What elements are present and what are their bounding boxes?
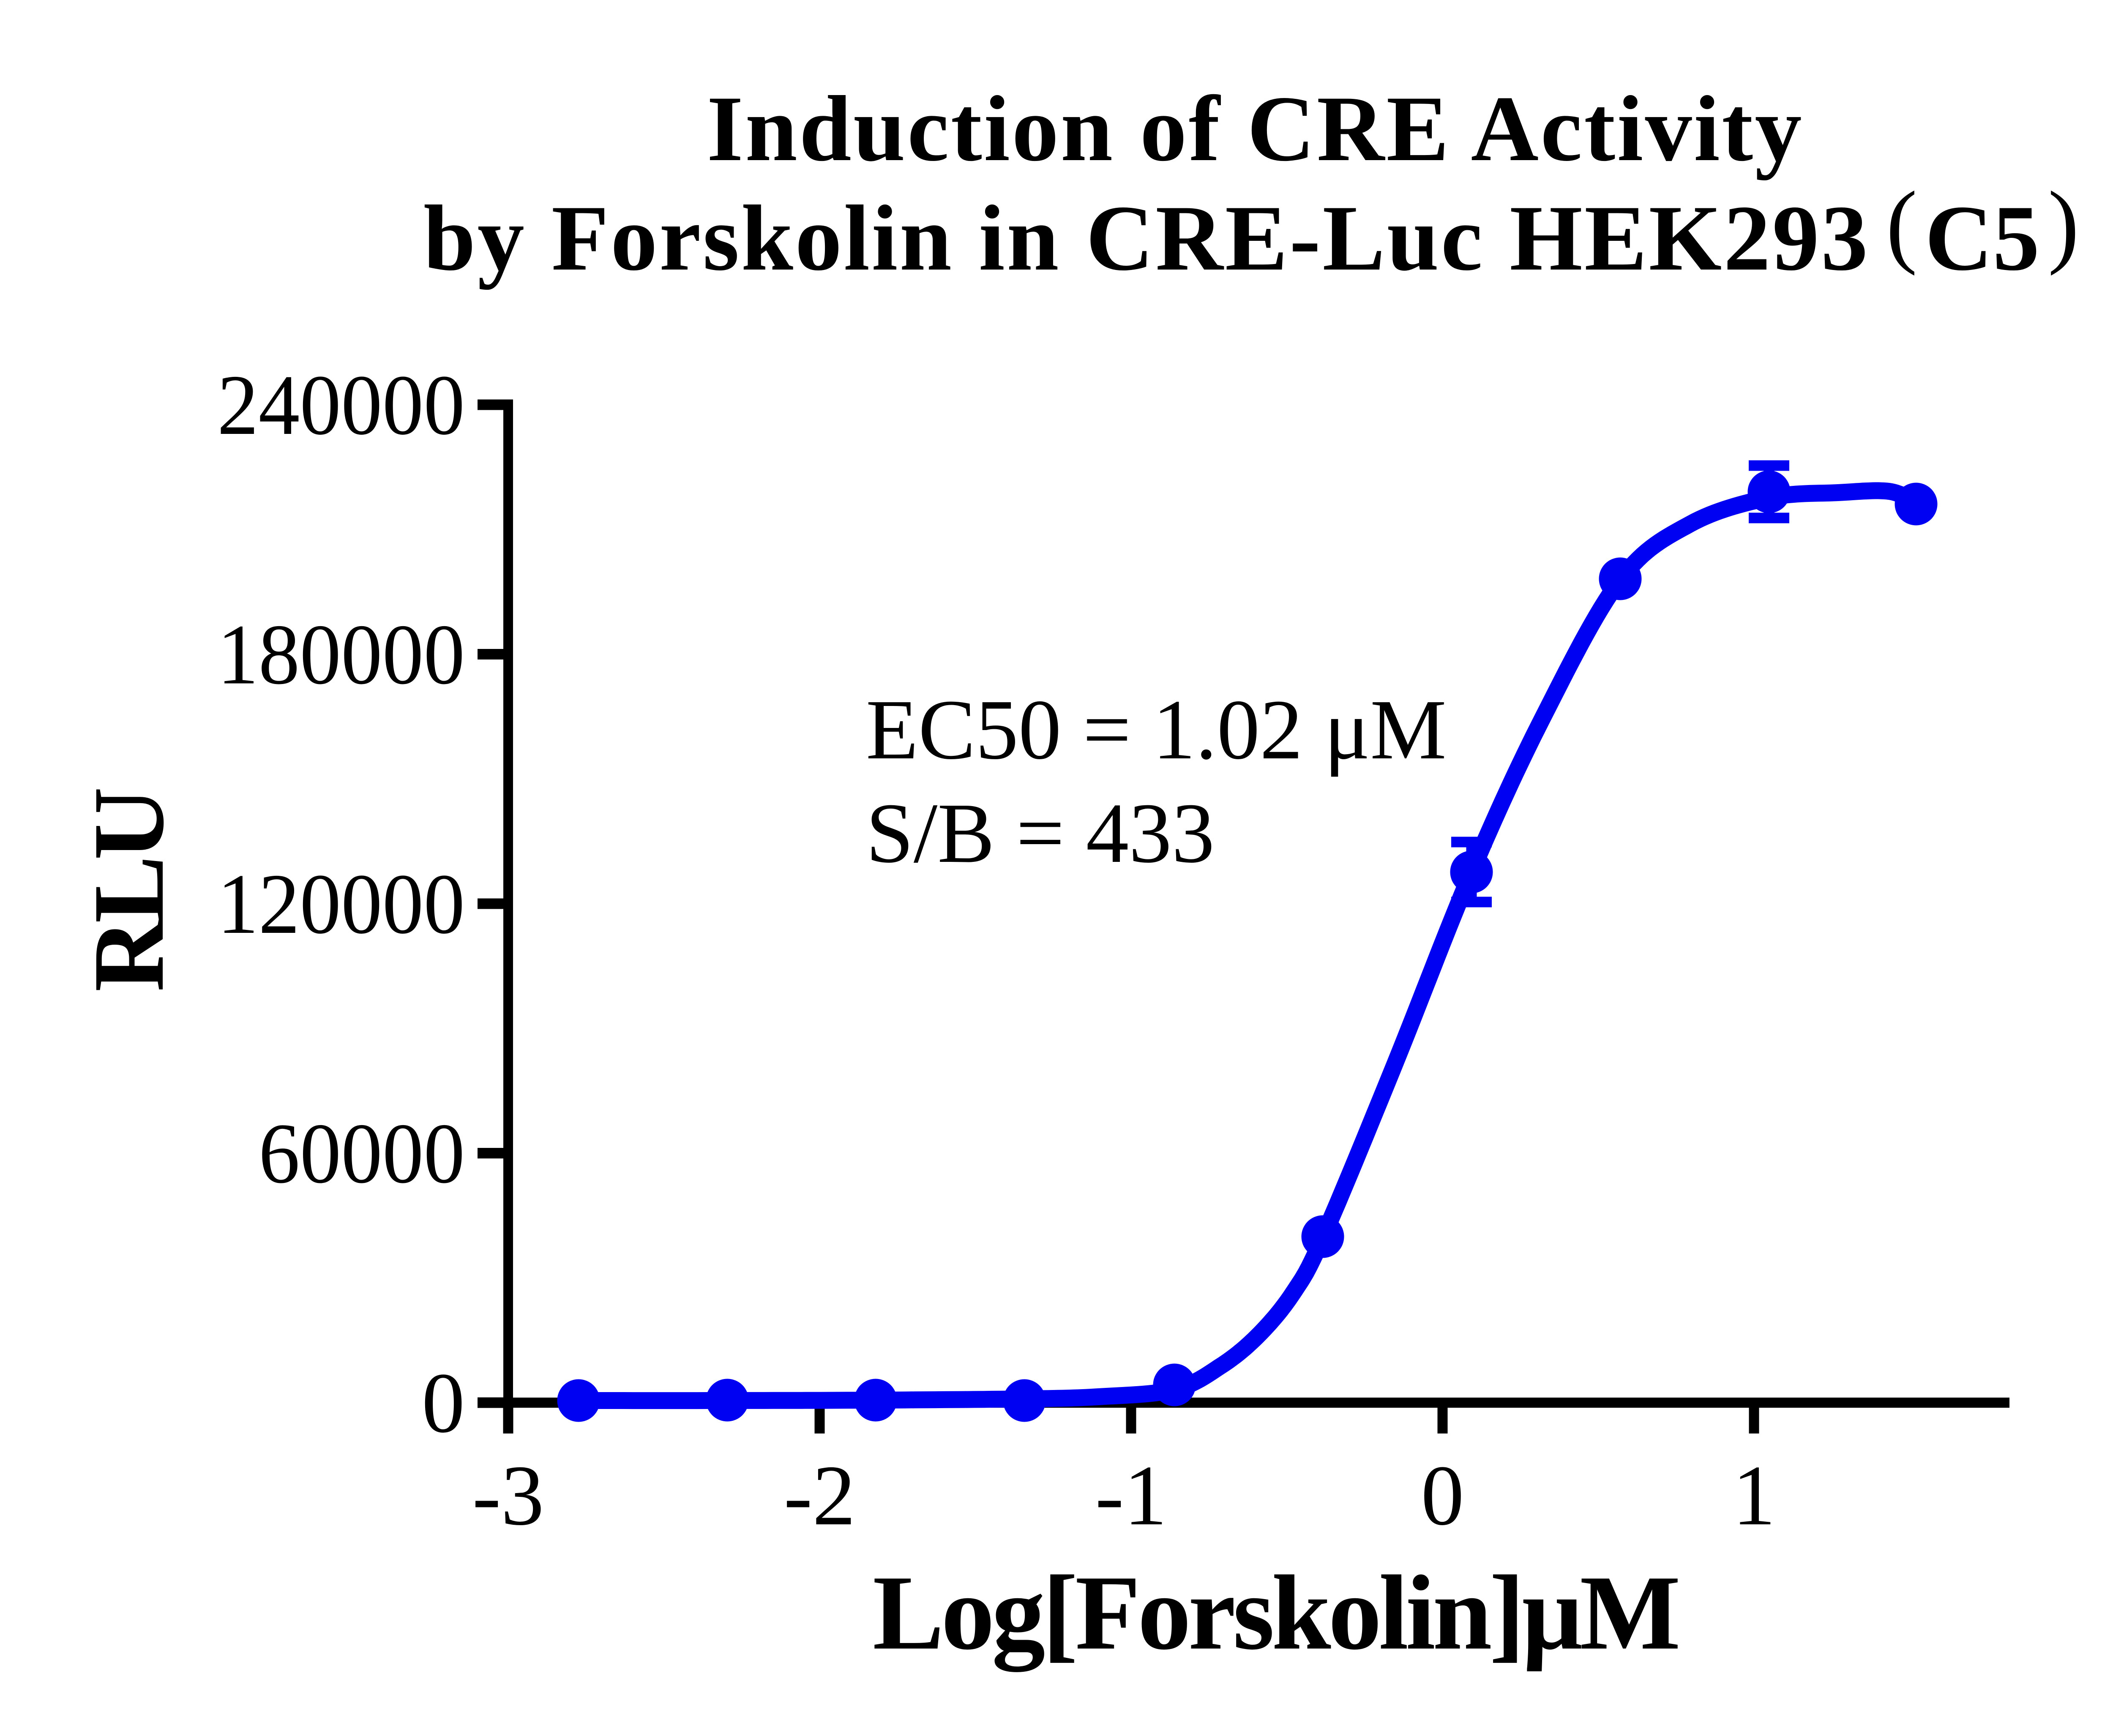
svg-text:-1: -1	[1095, 1448, 1167, 1543]
svg-text:0: 0	[422, 1355, 465, 1451]
svg-text:180000: 180000	[217, 607, 465, 703]
svg-text:-2: -2	[784, 1448, 856, 1543]
svg-text:EC50 = 1.02 μM: EC50 = 1.02 μM	[866, 682, 1447, 777]
svg-text:1: 1	[1733, 1448, 1776, 1543]
svg-text:S/B = 433: S/B = 433	[866, 785, 1215, 880]
svg-text:120000: 120000	[217, 856, 465, 952]
svg-text:Log[Forskolin]μM: Log[Forskolin]μM	[873, 1553, 1681, 1672]
svg-text:240000: 240000	[217, 357, 465, 453]
svg-text:0: 0	[1421, 1448, 1464, 1543]
svg-text:by Forskolin in CRE-Luc HEK293: by Forskolin in CRE-Luc HEK293 (C5)	[423, 172, 2079, 290]
svg-text:RLU: RLU	[72, 787, 185, 992]
svg-text:-3: -3	[472, 1448, 544, 1543]
svg-text:Induction of CRE Activity: Induction of CRE Activity	[707, 77, 1802, 181]
svg-text:60000: 60000	[259, 1106, 465, 1202]
